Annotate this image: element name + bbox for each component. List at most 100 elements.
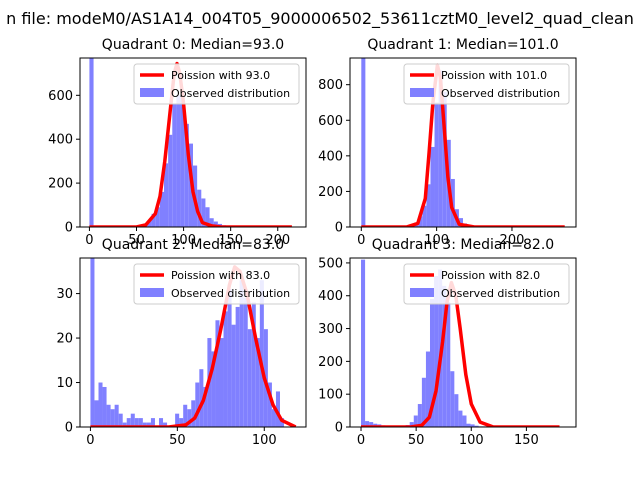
hist-bar: [163, 163, 169, 227]
hist-bar: [231, 324, 236, 427]
legend-hist-swatch: [140, 88, 164, 97]
hist-bar: [138, 418, 143, 427]
hist-bar: [454, 394, 459, 427]
legend-hist-swatch: [410, 288, 434, 297]
hist-bar: [118, 413, 123, 427]
legend-hist-label: Observed distribution: [171, 87, 290, 100]
hist-bar: [215, 320, 220, 427]
hist-bar: [251, 302, 256, 427]
legend-curve-label: Poission with 101.0: [441, 69, 547, 82]
hist-bar: [94, 400, 99, 427]
y-tick-label: 800: [318, 78, 343, 93]
hist-bar: [223, 311, 228, 427]
y-tick-label: 20: [56, 332, 73, 347]
panel-title: Quadrant 0: Median=93.0: [102, 37, 284, 53]
hist-bar: [155, 207, 160, 227]
legend-hist-swatch: [140, 288, 164, 297]
hist-bar: [114, 404, 119, 427]
x-tick-label: 100: [171, 233, 196, 248]
hist-bar: [211, 351, 216, 427]
hist-bar: [275, 391, 280, 427]
hist-bar: [106, 404, 111, 427]
hist-bar: [365, 421, 370, 427]
hist-bar: [426, 184, 431, 227]
hist-bar: [89, 58, 94, 227]
hist-bar: [213, 221, 218, 227]
histogram: [90, 258, 285, 427]
hist-bar: [110, 409, 115, 427]
x-tick-label: 0: [357, 233, 365, 248]
x-tick-label: 100: [459, 433, 484, 448]
hist-bar: [227, 289, 232, 427]
hist-bar: [146, 422, 151, 427]
x-tick-label: 200: [265, 233, 290, 248]
figure-suptitle: n file: modeM0/AS1A14_004T05_9000006502_…: [6, 9, 634, 29]
hist-bar: [434, 276, 439, 427]
hist-bar: [458, 410, 463, 427]
y-tick-label: 200: [48, 177, 73, 192]
legend-box: [403, 63, 570, 105]
hist-bar: [446, 302, 451, 427]
hist-bar: [458, 218, 463, 227]
x-tick-label: 150: [218, 233, 243, 248]
hist-bar: [421, 377, 426, 427]
legend-curve-label: Poission with 83.0: [171, 269, 270, 282]
hist-bar: [466, 423, 471, 427]
y-tick-label: 100: [318, 388, 343, 403]
legend-hist-swatch: [410, 88, 434, 97]
quadrant-2-panel: Quadrant 2: Median=83.0 0 50 100 0 10 20 30 Pois…: [56, 237, 307, 448]
hist-bar: [201, 198, 206, 227]
hist-bar: [239, 280, 244, 427]
hist-bar: [203, 386, 208, 427]
x-tick-label: 150: [514, 433, 539, 448]
legend: Poission with 82.0 Observed distribution: [403, 263, 570, 305]
hist-bar: [409, 422, 414, 427]
x-tick-label: 200: [500, 233, 525, 248]
y-tick-label: 30: [56, 287, 73, 302]
y-tick-label: 200: [318, 355, 343, 370]
hist-bar: [442, 91, 447, 227]
hist-bar: [219, 338, 224, 427]
y-tick-label: 500: [318, 256, 343, 271]
hist-bar: [429, 299, 435, 427]
hist-bar: [361, 58, 366, 227]
hist-bar: [184, 123, 189, 227]
axes-frame: [79, 257, 307, 428]
y-tick-label: 200: [318, 185, 343, 200]
hist-bar: [255, 338, 260, 427]
hist-bar: [142, 422, 147, 427]
x-tick-label: 0: [86, 433, 94, 448]
quadrant-0-panel: Quadrant 0: Median=93.0 0 50 100 150 200 0 200 4…: [48, 37, 307, 248]
hist-bar: [442, 285, 447, 427]
hist-bar: [369, 422, 374, 427]
hist-bar: [159, 191, 164, 227]
hist-bar: [168, 134, 173, 227]
hist-bar: [462, 415, 467, 427]
legend: Poission with 93.0 Observed distribution: [133, 63, 300, 105]
y-tick-label: 400: [318, 289, 343, 304]
x-tick-label: 0: [357, 433, 365, 448]
legend: Poission with 83.0 Observed distribution: [133, 263, 300, 305]
axes-frame: [349, 257, 577, 428]
legend-hist-label: Observed distribution: [441, 87, 560, 100]
hist-bar: [422, 205, 427, 227]
hist-bar: [130, 413, 135, 427]
hist-bar: [235, 306, 240, 427]
legend-box: [133, 263, 300, 305]
legend-box: [133, 63, 300, 105]
hist-bar: [259, 280, 264, 427]
hist-bar: [179, 418, 184, 427]
hist-bar: [430, 146, 435, 227]
hist-bar: [413, 415, 418, 427]
panel-title: Quadrant 2: Median=83.0: [102, 237, 284, 253]
hist-bar: [418, 216, 423, 227]
legend-curve-label: Poission with 93.0: [171, 69, 270, 82]
axes-frame: [79, 57, 307, 228]
hist-bar: [434, 102, 439, 227]
hist-bar: [151, 213, 156, 227]
legend-hist-label: Observed distribution: [171, 287, 290, 300]
hist-bar: [191, 400, 196, 427]
quadrant-1-panel: Quadrant 1: Median=101.0 0 100 200 0 200 400 60…: [318, 37, 577, 248]
hist-bar: [183, 404, 188, 427]
